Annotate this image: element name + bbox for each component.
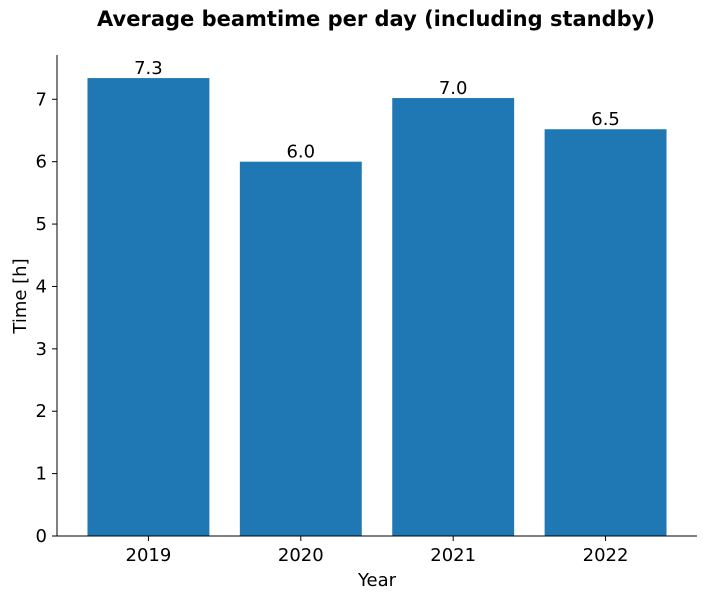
y-tick-label: 3 xyxy=(36,339,47,360)
x-axis-label: Year xyxy=(357,570,397,591)
y-tick-label: 4 xyxy=(36,276,47,297)
x-tick-label: 2022 xyxy=(583,545,629,566)
bar-2021 xyxy=(392,98,515,536)
bars-group xyxy=(87,78,667,537)
y-ticks-group: 0 1 2 3 4 5 6 7 xyxy=(36,89,57,547)
y-tick-label: 0 xyxy=(36,526,47,547)
bar-2020 xyxy=(239,161,362,536)
y-tick-label: 1 xyxy=(36,464,47,485)
data-labels-group: 7.3 6.0 7.0 6.5 xyxy=(134,58,620,163)
x-ticks-group: 2019 2020 2021 2022 xyxy=(126,536,629,566)
y-tick-label: 2 xyxy=(36,401,47,422)
chart-title: Average beamtime per day (including stan… xyxy=(97,7,655,31)
y-tick-label: 7 xyxy=(36,89,47,110)
data-label-2022: 6.5 xyxy=(591,109,620,130)
x-tick-label: 2021 xyxy=(430,545,476,566)
y-axis-label: Time [h] xyxy=(10,258,31,334)
bar-2019 xyxy=(87,78,210,536)
y-tick-label: 6 xyxy=(36,152,47,173)
data-label-2020: 6.0 xyxy=(286,142,315,163)
x-tick-label: 2020 xyxy=(278,545,324,566)
data-label-2019: 7.3 xyxy=(134,58,163,79)
bar-2022 xyxy=(544,129,667,537)
x-tick-label: 2019 xyxy=(126,545,172,566)
data-label-2021: 7.0 xyxy=(439,78,468,99)
y-tick-label: 5 xyxy=(36,214,47,235)
